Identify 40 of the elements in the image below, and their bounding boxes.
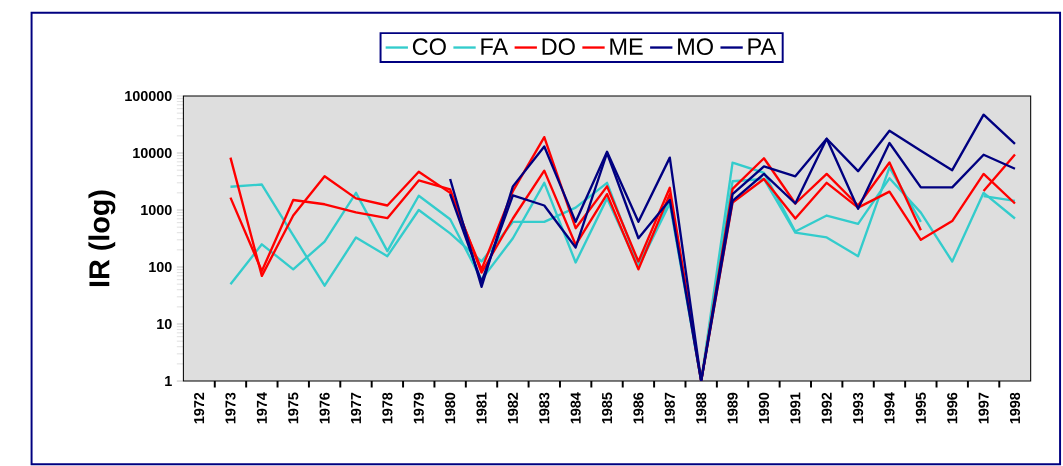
x-tick-label: 1976 <box>319 392 330 424</box>
x-tick-label: 1998 <box>1009 392 1021 424</box>
x-tick-label: 1989 <box>727 392 738 424</box>
x-tick-label: 1995 <box>915 392 926 424</box>
legend-label: DO <box>542 38 575 55</box>
x-tick-label: 1997 <box>978 392 989 424</box>
legend-label: MO <box>678 38 713 55</box>
x-tick-label: 1991 <box>790 392 801 424</box>
y-tick-label: 100 <box>149 261 172 272</box>
x-tick-label: 1974 <box>256 392 267 424</box>
legend-label: PA <box>748 38 777 55</box>
x-tick-label: 1994 <box>884 392 895 424</box>
legend-label: CO <box>412 38 446 55</box>
x-tick-label: 1988 <box>696 392 707 424</box>
x-tick-label: 1981 <box>476 392 487 424</box>
x-tick-label: 1987 <box>664 392 675 424</box>
y-axis-title: IR (log) <box>88 190 116 286</box>
x-tick-label: 1996 <box>947 392 958 424</box>
y-tick-label: 10000 <box>133 147 172 158</box>
x-tick-label: 1985 <box>601 392 613 424</box>
legend-label: FA <box>481 38 509 55</box>
x-tick-label: 1979 <box>413 392 424 424</box>
x-tick-label: 1982 <box>507 392 518 424</box>
x-tick-label: 1990 <box>758 392 770 424</box>
x-tick-label: 1972 <box>194 392 205 424</box>
x-tick-label: 1973 <box>225 392 236 424</box>
x-tick-label: 1980 <box>445 392 456 424</box>
x-tick-label: 1986 <box>633 392 644 424</box>
y-tick-label: 1 <box>165 375 172 386</box>
x-tick-label: 1975 <box>288 392 299 424</box>
y-tick-label: 10 <box>157 318 172 329</box>
x-tick-label: 1984 <box>570 392 581 424</box>
legend-label: ME <box>610 38 643 55</box>
x-tick-label: 1977 <box>350 392 362 424</box>
x-tick-label: 1992 <box>821 392 832 424</box>
y-tick-label: 1000 <box>141 204 172 215</box>
x-tick-label: 1978 <box>382 392 393 424</box>
x-tick-label: 1993 <box>853 392 864 424</box>
y-tick-label: 100000 <box>125 90 172 101</box>
x-tick-label: 1983 <box>539 392 550 424</box>
